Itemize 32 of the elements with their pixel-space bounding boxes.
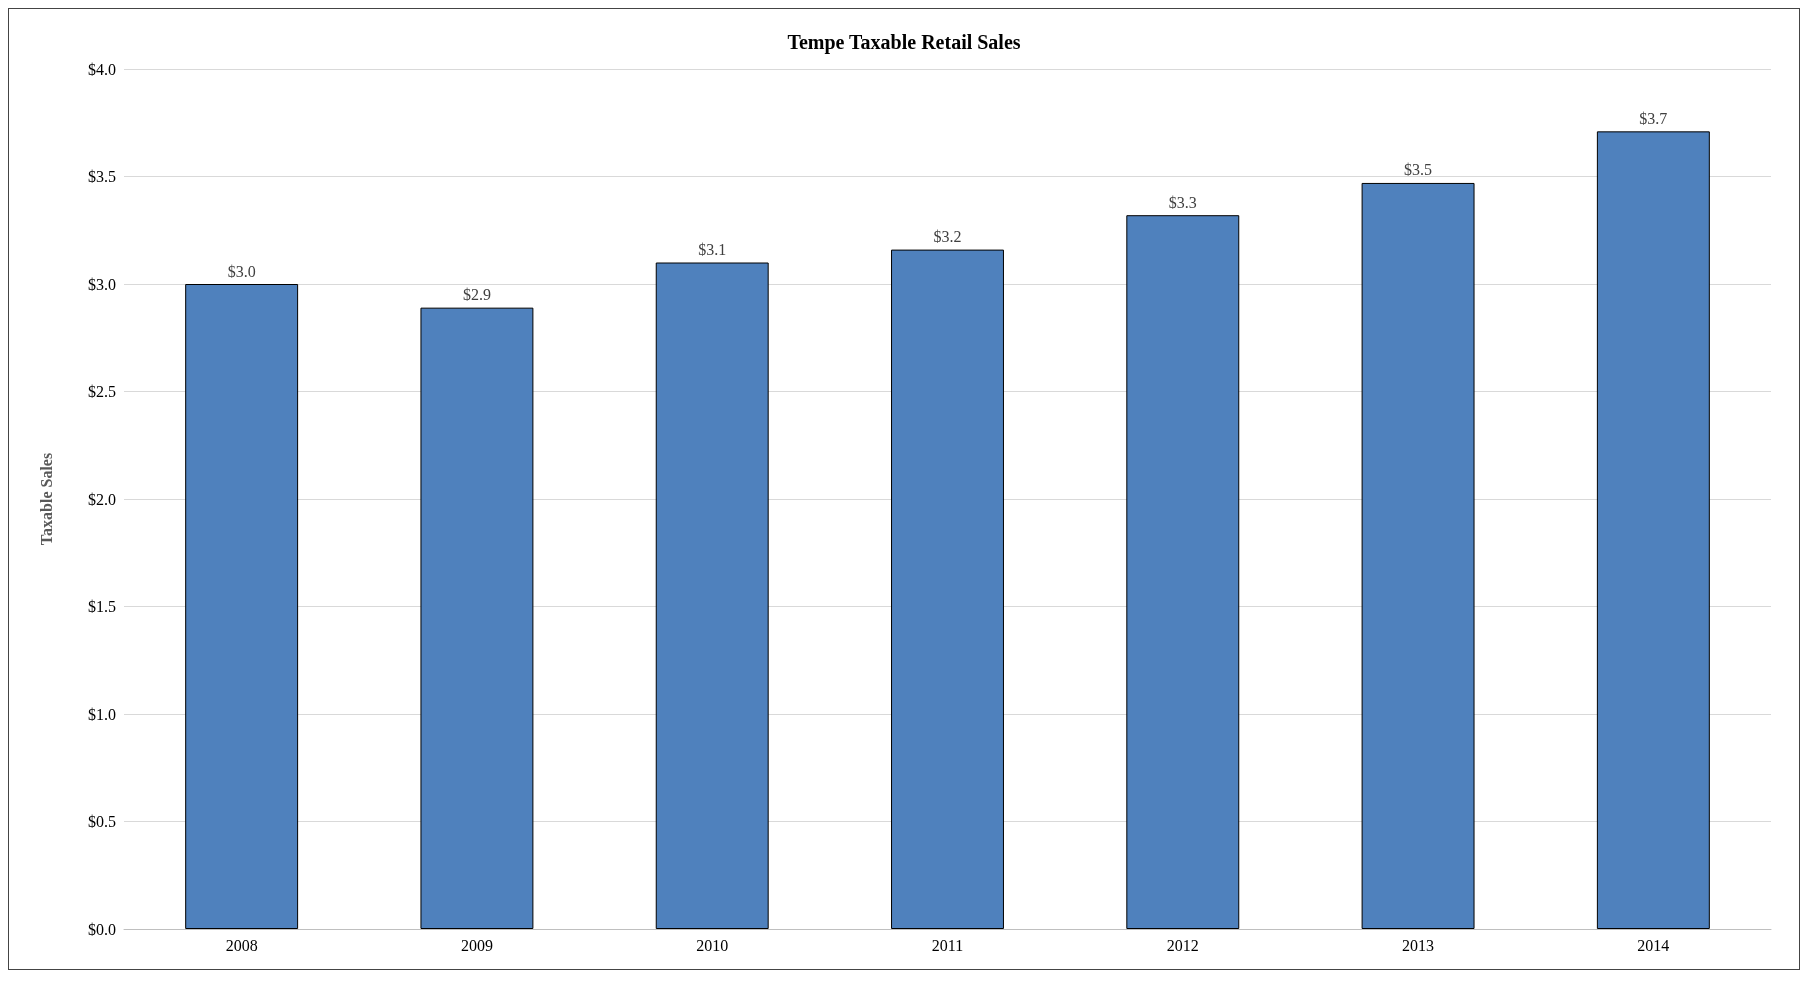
data-label: $3.3 [1168,193,1197,211]
data-label: $3.2 [933,228,962,246]
x-tick-label: 2012 [1166,936,1199,954]
bar [1596,131,1710,929]
x-tick-label: 2014 [1637,936,1670,954]
y-tick-label: $1.0 [88,705,116,723]
bar [185,284,299,929]
x-tick-label: 2010 [696,936,729,954]
data-label: $3.7 [1639,109,1668,127]
y-tick-label: $2.0 [88,490,116,508]
data-label: $2.9 [462,286,491,304]
y-tick-label: $4.0 [88,60,116,78]
data-label: $3.0 [227,262,256,280]
y-tick-label: $2.5 [88,383,116,400]
y-tick-label: $0.5 [88,813,116,830]
y-tick-label: $3.5 [88,168,116,185]
x-tick-label: 2011 [931,936,964,954]
x-tick-label: 2008 [225,936,258,954]
bar [420,307,534,929]
data-label: $3.5 [1404,161,1433,179]
y-tick-label: $1.5 [88,598,116,615]
x-tick-label: 2013 [1402,936,1435,954]
chart-title: Tempe Taxable Retail Sales [787,31,1021,54]
y-tick-label: $3.0 [88,275,116,293]
data-label: $3.1 [698,241,727,258]
x-tick-label: 2009 [460,936,493,954]
bar [1361,182,1475,929]
y-tick-label: $0.0 [88,920,116,938]
y-axis-title: Taxable Sales [37,452,55,546]
bar [655,262,769,929]
bar [1126,215,1240,929]
bar [891,249,1004,929]
